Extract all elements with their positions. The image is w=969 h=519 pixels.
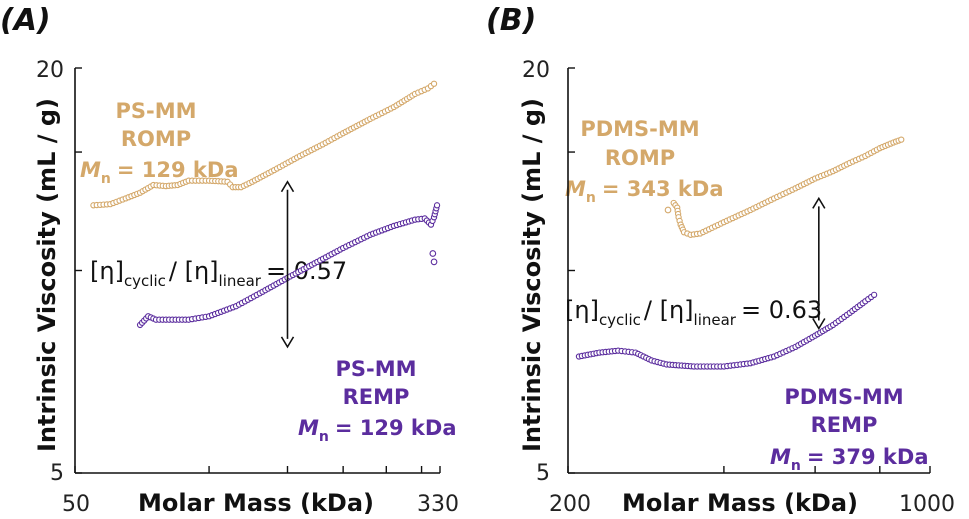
panel-a-xtick-right: 330	[417, 492, 459, 517]
panel-a-remp-mn: Mn = 129 kDa	[298, 416, 457, 445]
panel-a-series-1-outlier	[429, 250, 437, 257]
panel-a-label: (A)	[0, 3, 51, 38]
panel-a-ratio-arrow-head-top	[280, 180, 295, 193]
panel-a-romp-label-line2: ROMP	[121, 127, 191, 151]
panel-b-remp-label-line1: PDMS-MM	[784, 385, 903, 409]
panel-b-label: (B)	[486, 3, 536, 38]
panel-a-romp-label-line1: PS-MM	[115, 99, 196, 123]
panel-a-ytick-bottom: 5	[50, 461, 64, 486]
panel-b-series-0-point	[898, 136, 905, 143]
panel-a-romp-mn: Mn = 129 kDa	[80, 158, 239, 187]
panel-a-series-0-point	[430, 80, 438, 87]
panel-b-ratio-arrow-head-top	[812, 196, 826, 209]
panel-b-xtick-right: 1000	[899, 492, 955, 517]
panel-a-series-1-outlier	[430, 258, 438, 266]
panel-a-ylabel: Intrinsic Viscosity (mL / g)	[33, 98, 61, 452]
panel-a-remp-mn-value: = 129 kDa	[335, 416, 457, 440]
panel-b-remp-mn-value: = 379 kDa	[807, 445, 929, 469]
panel-b-romp-mn: Mn = 343 kDa	[565, 177, 724, 206]
panel-b-romp-label-line1: PDMS-MM	[580, 117, 699, 141]
panel-b-xlabel: Molar Mass (kDa)	[622, 489, 858, 517]
panel-a-xlabel: Molar Mass (kDa)	[138, 489, 374, 517]
panel-a-ratio-annotation: [η]cyclic / [η]linear = 0.57	[90, 257, 347, 290]
panel-b-ytick-bottom: 5	[536, 461, 550, 486]
panel-a-xtick-left: 50	[62, 492, 90, 517]
panel-a-remp-label-line2: REMP	[343, 385, 410, 409]
panel-b-remp-mn: Mn = 379 kDa	[770, 445, 929, 474]
panel-b: (B) 20 5 200 1000 Molar Mass (kDa) Intri…	[486, 3, 955, 517]
panel-b-remp-label-line2: REMP	[811, 413, 878, 437]
panel-a-remp-label-line1: PS-MM	[335, 357, 416, 381]
panel-b-series-1-point	[870, 291, 878, 299]
chart-marks	[74, 67, 931, 474]
panel-b-ratio-arrow-head-bottom	[812, 318, 826, 331]
panel-b-ytick-top: 20	[522, 58, 550, 83]
panel-b-ratio-annotation: [η]cyclic / [η]linear = 0.63	[565, 296, 822, 329]
panel-b-xtick-left: 200	[549, 492, 591, 517]
panel-b-ylabel: Intrinsic Viscosity (mL / g)	[518, 98, 546, 452]
panel-a-series-1-point	[433, 202, 441, 209]
panel-a-ytick-top: 20	[36, 58, 64, 83]
panel-b-series-0-outlier	[664, 206, 672, 214]
panel-a: (A) 20 5 50 330 Molar Mass (kDa) Intrins…	[0, 3, 459, 517]
panel-a-ratio-arrow-head-bottom	[280, 336, 295, 349]
panel-b-romp-mn-value: = 343 kDa	[602, 177, 724, 201]
panel-a-romp-mn-value: = 129 kDa	[117, 158, 239, 182]
panel-b-romp-label-line2: ROMP	[605, 146, 675, 170]
